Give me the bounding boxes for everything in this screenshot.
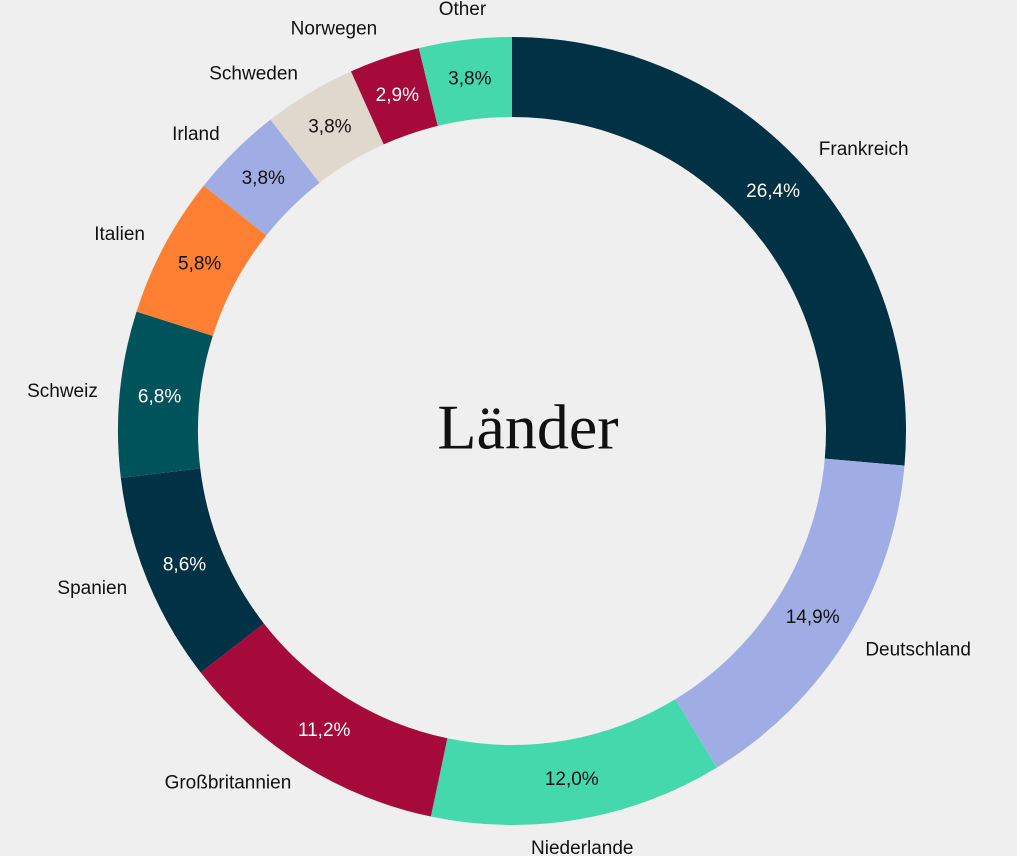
value-label: 3,8% <box>242 168 285 189</box>
donut-slice <box>120 468 264 673</box>
donut-slice <box>203 119 320 236</box>
donut-slice <box>675 458 905 768</box>
donut-slice <box>418 37 512 126</box>
value-label: 26,4% <box>746 181 800 202</box>
value-label: 6,8% <box>138 387 181 408</box>
category-label: Frankreich <box>819 139 909 160</box>
value-label: 2,9% <box>376 85 419 106</box>
category-label: Spanien <box>57 578 127 599</box>
donut-slice <box>270 71 384 183</box>
value-label: 5,8% <box>178 253 221 274</box>
category-label: Schweden <box>209 63 298 84</box>
category-label: Schweiz <box>27 381 98 402</box>
category-label: Italien <box>94 224 145 245</box>
chart-title: Länder <box>437 392 618 463</box>
value-label: 8,6% <box>163 554 206 575</box>
value-label: 3,8% <box>308 116 351 137</box>
category-label: Deutschland <box>865 640 971 661</box>
category-label: Norwegen <box>291 18 378 39</box>
value-label: 3,8% <box>448 69 491 90</box>
donut-slice <box>350 48 438 145</box>
donut-slice <box>118 311 213 478</box>
category-label: Niederlande <box>531 838 633 856</box>
donut-slice <box>200 623 448 817</box>
value-label: 11,2% <box>298 720 351 741</box>
category-label: Irland <box>172 124 220 145</box>
category-label: Other <box>439 0 487 20</box>
value-label: 12,0% <box>545 769 599 790</box>
donut-slice <box>430 699 717 825</box>
donut-slice <box>136 185 267 336</box>
category-label: Großbritannien <box>165 773 292 794</box>
donut-slice <box>512 37 906 466</box>
value-label: 14,9% <box>786 607 840 628</box>
